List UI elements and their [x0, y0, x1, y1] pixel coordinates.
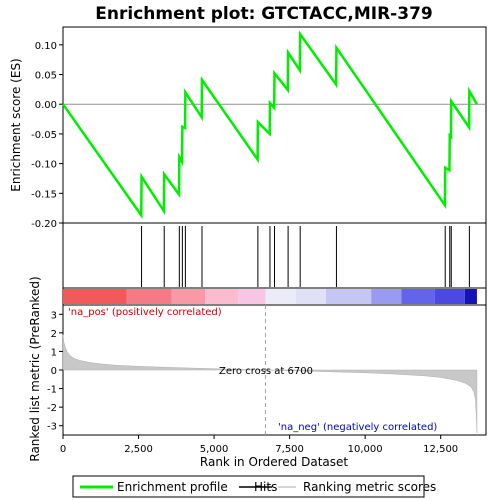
heatmap-segment — [434, 289, 465, 304]
x-tick-label: 0 — [60, 444, 66, 455]
es-y-tick-label: -0.20 — [31, 219, 57, 230]
es-panel: -0.20 -0.15 -0.10 -0.05 0.00 0.05 0.10 Enrichm… — [9, 26, 487, 230]
heatmap-segment — [171, 289, 206, 304]
legend-metric-label: Ranking metric scores — [303, 480, 436, 494]
x-axis-label: Rank in Ordered Dataset — [200, 455, 348, 469]
x-axis: 0 2,500 5,000 7,500 10,000 12,500 — [60, 435, 458, 455]
positive-correlation-label: 'na_pos' (positively correlated) — [68, 307, 222, 318]
metric-y-tick-label: -1 — [47, 385, 57, 396]
metric-y-tick-label: -3 — [47, 422, 57, 433]
negative-correlation-label: 'na_neg' (negatively correlated) — [278, 422, 437, 433]
es-y-tick-label: -0.10 — [31, 160, 57, 171]
metric-y-tick-label: 3 — [51, 310, 57, 321]
heatmap-segments — [63, 289, 477, 304]
x-tick-label: 10,000 — [348, 444, 383, 455]
es-y-axis: -0.20 -0.15 -0.10 -0.05 0.00 0.05 0.10 — [31, 41, 63, 230]
heatmap-segment — [295, 289, 326, 304]
heatmap-segment — [401, 289, 435, 304]
es-plot-frame — [62, 26, 487, 224]
heatmap-segment — [205, 289, 239, 304]
heatmap-segment — [126, 289, 172, 304]
rank-heatmap-bar — [62, 287, 487, 306]
metric-panel: -3 -2 -1 0 1 2 3 'na_pos' (positively correlat… — [28, 276, 487, 462]
legend: Enrichment profile Hits Ranking metric s… — [72, 475, 436, 498]
heatmap-segment — [464, 289, 477, 304]
es-y-tick-label: 0.05 — [35, 71, 57, 82]
x-tick-label: 7,500 — [275, 444, 304, 455]
legend-hits-label: Hits — [254, 480, 277, 494]
heatmap-segment — [63, 289, 127, 304]
heatmap-segment — [265, 289, 296, 304]
es-y-tick-label: 0.00 — [35, 100, 57, 111]
es-y-tick-label: -0.05 — [31, 130, 57, 141]
metric-y-axis: -3 -2 -1 0 1 2 3 — [47, 310, 63, 433]
x-tick-label: 5,000 — [200, 444, 229, 455]
es-y-tick-label: 0.10 — [35, 41, 57, 52]
metric-y-tick-label: 1 — [51, 347, 57, 358]
zero-cross-label: Zero cross at 6700 — [219, 366, 313, 377]
metric-y-axis-label: Ranked list metric (PreRanked) — [28, 276, 42, 461]
hits-panel — [62, 222, 487, 289]
heatmap-segment — [238, 289, 266, 304]
hit-markers — [141, 226, 470, 287]
heatmap-segment — [371, 289, 402, 304]
legend-profile-label: Enrichment profile — [117, 480, 228, 494]
metric-y-tick-label: 2 — [51, 329, 57, 340]
enrichment-profile-line — [61, 30, 479, 220]
es-y-tick-label: -0.15 — [31, 189, 57, 200]
heatmap-segment — [325, 289, 372, 304]
chart-title: Enrichment plot: GTCTACC,MIR-379 — [95, 4, 432, 24]
es-y-axis-label: Enrichment score (ES) — [9, 58, 23, 191]
metric-y-tick-label: 0 — [51, 366, 57, 377]
metric-y-tick-label: -2 — [47, 403, 57, 414]
x-tick-label: 12,500 — [423, 444, 458, 455]
x-tick-label: 2,500 — [124, 444, 153, 455]
